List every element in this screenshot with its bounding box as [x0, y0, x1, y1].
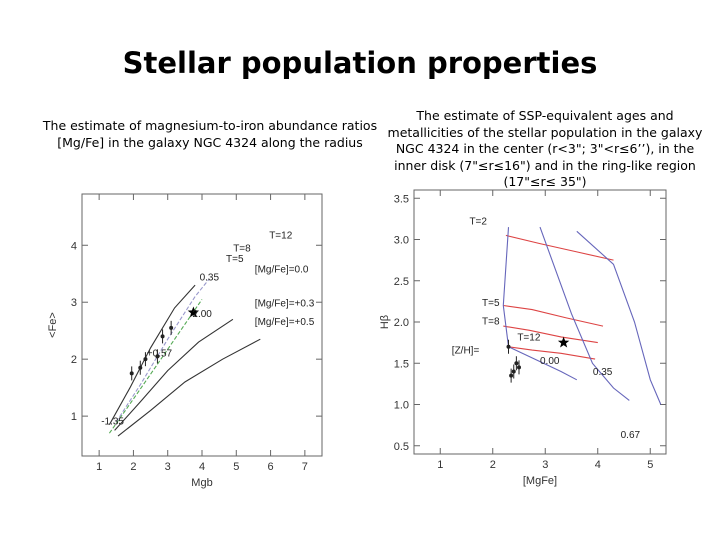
annotation-label: [Mg/Fe]=+0.3	[255, 299, 315, 310]
right-caption: The estimate of SSP-equivalent ages and …	[380, 108, 710, 191]
x-tick-label: 3	[165, 461, 171, 473]
annotation-label: [Mg/Fe]=0.0	[255, 265, 309, 276]
series-line	[503, 325, 598, 344]
annotation-label: T=12	[269, 231, 293, 242]
series-line	[117, 338, 261, 437]
y-tick-label: 3	[71, 297, 77, 309]
annotation-label: T=5	[482, 298, 500, 309]
x-tick-label: 5	[647, 459, 653, 471]
right-caption-line: NGC 4324 in the center (r<3"; 3"<r≤6’’),…	[395, 141, 695, 156]
annotation-label: [Mg/Fe]=+0.5	[255, 317, 315, 328]
y-tick-label: 0.5	[394, 441, 409, 453]
x-tick-label: 7	[302, 461, 308, 473]
series-line	[115, 279, 210, 423]
hbeta-mgfe-chart: 1 2 3 4 5 0.5 1.0 1.5 2.0 2.5 3.0 3.5 [MgFe] Hβ T=2 T=5…	[378, 186, 678, 496]
x-tick-label: 4	[199, 461, 205, 473]
annotation-label: 0.00	[540, 356, 560, 367]
annotation-label: 0.67	[621, 430, 641, 441]
data-point	[169, 325, 174, 330]
x-tick-label: 2	[490, 459, 496, 471]
y-tick-label: 1	[71, 411, 77, 423]
data-point	[129, 371, 134, 376]
x-axis-label: [MgFe]	[523, 475, 557, 487]
y-tick-label: 3.0	[394, 235, 409, 247]
annotation-label: T=8	[482, 317, 500, 328]
annotation-label: 0.35	[593, 367, 613, 378]
series-line	[108, 284, 196, 425]
series-line	[505, 234, 614, 261]
data-point	[160, 334, 165, 339]
x-tick-label: 6	[268, 461, 274, 473]
y-tick-label: 2.0	[394, 317, 409, 329]
data-point	[506, 344, 511, 349]
right-caption-line: (17"≤r≤ 35")	[503, 174, 587, 189]
series-line	[576, 230, 662, 405]
slide-title: Stellar population properties	[122, 46, 598, 80]
annotation-label: 2.00	[192, 309, 212, 320]
y-tick-label: 3.5	[394, 193, 409, 205]
x-axis-label: Mgb	[191, 477, 212, 489]
data-point	[138, 365, 143, 370]
x-tick-label: 5	[233, 461, 239, 473]
y-axis-label: Hβ	[379, 315, 391, 329]
plot-frame	[413, 189, 667, 455]
hbeta-mgfe-chart-svg: 1 2 3 4 5 0.5 1.0 1.5 2.0 2.5 3.0 3.5 [MgFe] Hβ T=2 T=5…	[379, 189, 667, 487]
data-point	[517, 365, 521, 370]
y-tick-label: 2.5	[394, 276, 409, 288]
data-point	[143, 357, 148, 362]
left-caption-line: [Mg/Fe] in the galaxy NGC 4324 along the…	[57, 134, 363, 150]
x-tick-label: 1	[96, 461, 102, 473]
mg-fe-chart-svg: 1 2 3 4 5 6 7 1 2 3 4 Mgb <Fe> T=12 T=8T=5 [Mg/Fe]=0.0 […	[47, 193, 323, 489]
series-line	[539, 226, 630, 401]
x-tick-label: 3	[542, 459, 548, 471]
annotation-label: T=12	[517, 332, 541, 343]
y-tick-label: 4	[71, 240, 77, 252]
right-caption-line: The estimate of SSP-equivalent ages and	[416, 108, 674, 123]
star-marker	[187, 306, 200, 318]
right-caption-line: metallicities of the stellar population …	[387, 124, 703, 140]
right-caption-line: inner disk (7"≤r≤16") and in the ring-li…	[394, 157, 696, 173]
mg-fe-chart: 1 2 3 4 5 6 7 1 2 3 4 Mgb <Fe> T=12 T=8 T=5 [Mg/Fe]=0.0 […	[40, 186, 330, 496]
y-tick-label: 2	[71, 354, 77, 366]
x-tick-label: 4	[595, 459, 601, 471]
y-axis-label: <Fe>	[47, 312, 59, 338]
annotation-label: -1.35	[101, 417, 124, 428]
y-tick-label: 1.0	[394, 400, 409, 412]
left-caption: The estimate of magnesium-to-iron abunda…	[40, 118, 380, 151]
x-tick-label: 1	[437, 459, 443, 471]
data-point	[511, 369, 516, 374]
data-point	[155, 354, 160, 359]
left-caption-line: The estimate of magnesium-to-iron abunda…	[42, 118, 378, 133]
annotation-label: [Z/H]=	[452, 346, 480, 357]
series-line	[503, 304, 604, 327]
data-point	[509, 373, 514, 378]
star-marker	[557, 336, 570, 348]
series-line	[114, 318, 234, 431]
series-line	[508, 346, 596, 360]
x-tick-label: 2	[130, 461, 136, 473]
annotation-label: T=8	[233, 244, 251, 255]
annotation-label: 0.35	[200, 272, 220, 283]
y-tick-label: 1.5	[394, 358, 409, 370]
annotation-label: T=2	[469, 216, 487, 227]
series-line	[108, 299, 203, 434]
annotation-label: +0.57	[147, 348, 173, 359]
data-point	[514, 361, 519, 366]
annotation-label: T=5	[226, 254, 244, 265]
